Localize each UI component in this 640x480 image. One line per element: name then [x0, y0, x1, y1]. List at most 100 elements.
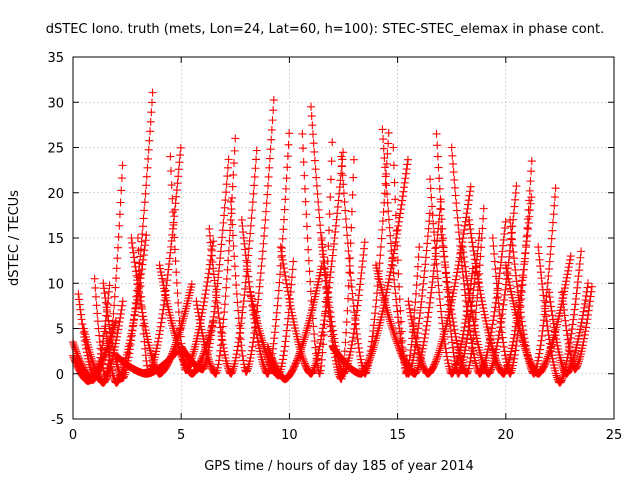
data-point: [174, 165, 183, 174]
data-point: [238, 308, 247, 317]
data-point: [236, 328, 245, 337]
data-point: [362, 368, 371, 377]
data-point: [380, 189, 389, 198]
data-point: [544, 331, 553, 340]
data-point: [453, 213, 462, 222]
data-point: [388, 323, 397, 332]
data-point: [494, 293, 503, 302]
data-point: [202, 282, 211, 291]
data-point: [449, 289, 458, 298]
data-point: [512, 277, 521, 286]
data-point: [438, 241, 447, 250]
data-point: [553, 373, 562, 382]
data-point: [451, 329, 460, 338]
data-point: [206, 335, 215, 344]
data-point: [170, 205, 179, 214]
data-point: [536, 268, 545, 277]
data-point: [125, 345, 134, 354]
data-point: [450, 183, 459, 192]
data-point: [394, 342, 403, 351]
data-point: [170, 212, 179, 221]
data-point: [427, 283, 436, 292]
data-point: [284, 140, 293, 149]
data-point: [104, 343, 113, 352]
data-point: [167, 167, 176, 176]
data-point: [319, 253, 328, 262]
data-point: [91, 283, 100, 292]
data-point: [455, 235, 464, 244]
data-point: [408, 319, 417, 328]
data-point: [283, 283, 292, 292]
data-point: [450, 175, 459, 184]
data-point: [457, 337, 466, 346]
data-point: [207, 327, 216, 336]
data-point: [425, 303, 434, 312]
data-point: [382, 190, 391, 199]
data-point: [574, 359, 583, 368]
data-point: [391, 333, 400, 342]
data-point: [76, 305, 85, 314]
data-point: [426, 184, 435, 193]
data-point: [216, 323, 225, 332]
data-point: [69, 353, 78, 362]
data-point: [222, 180, 231, 189]
data-point: [511, 195, 520, 204]
data-point: [410, 349, 419, 358]
data-point: [327, 317, 336, 326]
data-point: [72, 347, 81, 356]
data-point: [420, 273, 429, 282]
data-point: [246, 221, 255, 230]
data-point: [155, 326, 164, 335]
data-point: [213, 304, 222, 313]
data-point: [470, 255, 479, 264]
data-point: [521, 346, 530, 355]
data-point: [490, 353, 499, 362]
data-point: [254, 337, 263, 346]
data-point: [239, 356, 248, 365]
data-point: [114, 243, 123, 252]
data-point: [223, 163, 232, 172]
data-point: [231, 356, 240, 365]
data-point: [241, 278, 250, 287]
data-point: [269, 106, 278, 115]
data-point: [451, 332, 460, 341]
data-point: [279, 351, 288, 360]
data-point: [137, 304, 146, 313]
data-point: [259, 239, 268, 248]
data-point: [558, 294, 567, 303]
data-point: [401, 174, 410, 183]
data-point: [129, 321, 138, 330]
data-point: [264, 368, 273, 377]
data-point: [272, 308, 281, 317]
data-point: [548, 218, 557, 227]
data-point: [212, 293, 221, 302]
data-point: [87, 354, 96, 363]
data-point: [112, 264, 121, 273]
data-point: [576, 253, 585, 262]
data-point: [262, 199, 271, 208]
data-point: [200, 294, 209, 303]
data-point: [100, 289, 109, 298]
data-point: [101, 298, 110, 307]
data-point: [146, 127, 155, 136]
data-point: [507, 229, 516, 238]
data-point: [406, 346, 415, 355]
data-point: [354, 344, 363, 353]
data-point: [379, 135, 388, 144]
data-point: [319, 246, 328, 255]
data-point: [459, 248, 468, 257]
data-point: [205, 357, 214, 366]
data-point: [447, 143, 456, 152]
data-point: [577, 318, 586, 327]
data-point: [310, 337, 319, 346]
data-point: [134, 284, 143, 293]
data-point: [472, 267, 481, 276]
data-point: [97, 349, 106, 358]
data-point: [355, 348, 364, 357]
data-point: [287, 273, 296, 282]
data-point: [558, 374, 567, 383]
data-point: [234, 314, 243, 323]
data-point: [547, 306, 556, 315]
data-point: [397, 327, 406, 336]
data-point: [552, 334, 561, 343]
